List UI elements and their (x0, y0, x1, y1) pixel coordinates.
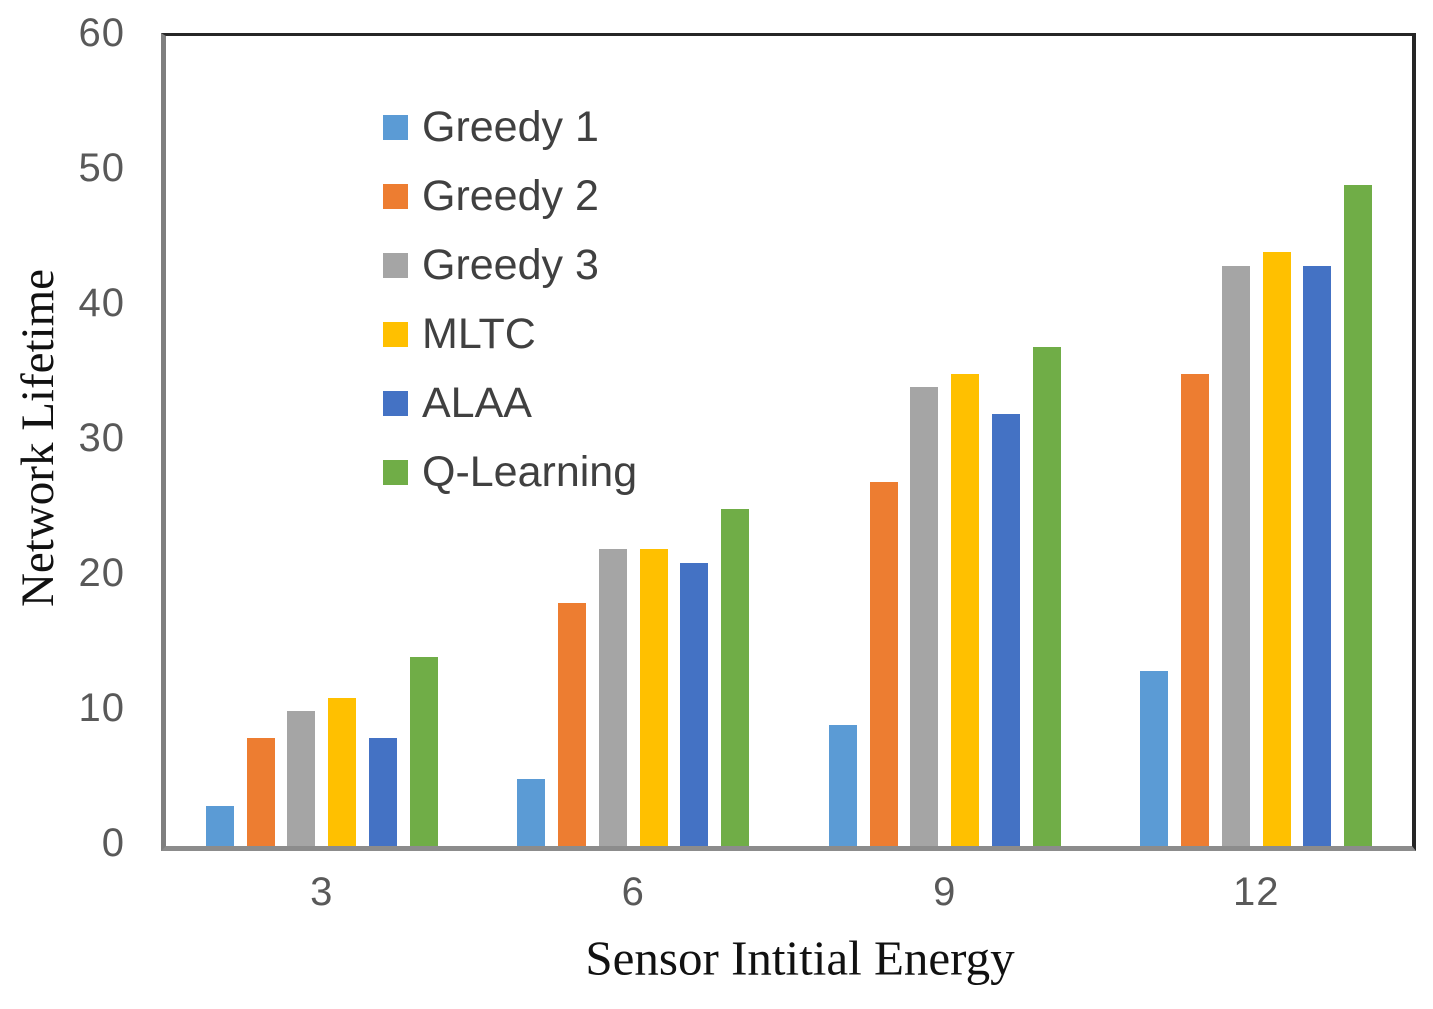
bar-greedy-3-x3 (287, 711, 316, 846)
legend-label-alaa: ALAA (422, 378, 532, 427)
bar-q-learning-x9 (1032, 346, 1061, 846)
x-tick-label-12: 12 (1233, 870, 1280, 914)
bar-greedy-2-x12 (1181, 373, 1210, 846)
legend-swatch-mltc (383, 321, 408, 347)
x-axis-tick-labels: 3 6 9 12 (166, 872, 1412, 932)
x-tick-label-3: 3 (310, 870, 334, 914)
bar-q-learning-x3 (409, 657, 438, 846)
legend-item-greedy-2: Greedy 2 (383, 173, 637, 219)
bar-greedy-1-x3 (205, 805, 234, 846)
y-tick-label-0: 0 (101, 821, 125, 865)
bar-mltc-x9 (951, 373, 980, 846)
x-tick-label-6: 6 (621, 870, 645, 914)
x-axis-title: Sensor Intitial Energy (585, 930, 1015, 986)
bar-greedy-1-x6 (517, 778, 546, 846)
bar-alaa-x12 (1303, 265, 1332, 846)
legend-swatch-greedy-1 (383, 114, 408, 140)
legend-item-alaa: ALAA (383, 380, 637, 426)
bar-greedy-1-x9 (828, 724, 857, 846)
legend-swatch-greedy-2 (383, 183, 408, 209)
bar-mltc-x12 (1262, 252, 1291, 846)
legend-swatch-q-learning (383, 459, 408, 485)
bar-mltc-x6 (639, 549, 668, 846)
bar-alaa-x9 (991, 414, 1020, 846)
y-tick-label-60: 60 (78, 11, 125, 55)
bar-greedy-3-x6 (598, 549, 627, 846)
bars-layer (166, 36, 1412, 846)
legend-swatch-greedy-3 (383, 252, 408, 278)
x-tick-label-9: 9 (933, 870, 957, 914)
legend-label-greedy-2: Greedy 2 (422, 171, 599, 220)
legend-item-greedy-3: Greedy 3 (383, 242, 637, 288)
bar-alaa-x3 (368, 738, 397, 846)
bar-greedy-3-x12 (1221, 265, 1250, 846)
y-tick-label-10: 10 (78, 686, 125, 730)
bar-mltc-x3 (328, 697, 357, 846)
legend-label-mltc: MLTC (422, 309, 536, 358)
legend-item-greedy-1: Greedy 1 (383, 104, 637, 150)
y-tick-label-20: 20 (78, 551, 125, 595)
legend-item-q-learning: Q-Learning (383, 449, 637, 495)
bar-greedy-2-x6 (558, 603, 587, 846)
bar-q-learning-x12 (1344, 184, 1373, 846)
legend-item-mltc: MLTC (383, 311, 637, 357)
legend-swatch-alaa (383, 390, 408, 416)
legend-label-greedy-1: Greedy 1 (422, 102, 599, 151)
y-axis-tick-labels: 0 10 20 30 40 50 60 (0, 13, 125, 863)
bar-greedy-2-x3 (246, 738, 275, 846)
y-tick-label-50: 50 (78, 146, 125, 190)
bar-q-learning-x6 (721, 508, 750, 846)
bar-alaa-x6 (680, 562, 709, 846)
bar-greedy-2-x9 (869, 481, 898, 846)
legend-label-greedy-3: Greedy 3 (422, 240, 599, 289)
legend: Greedy 1 Greedy 2 Greedy 3 MLTC ALAA Q-Learni… (383, 104, 637, 495)
legend-label-q-learning: Q-Learning (422, 447, 638, 496)
y-tick-label-40: 40 (78, 281, 125, 325)
bar-greedy-3-x9 (910, 387, 939, 846)
bar-greedy-1-x12 (1140, 670, 1169, 846)
y-tick-label-30: 30 (78, 416, 125, 460)
plot-area: Greedy 1 Greedy 2 Greedy 3 MLTC ALAA Q-Learni… (161, 33, 1416, 851)
